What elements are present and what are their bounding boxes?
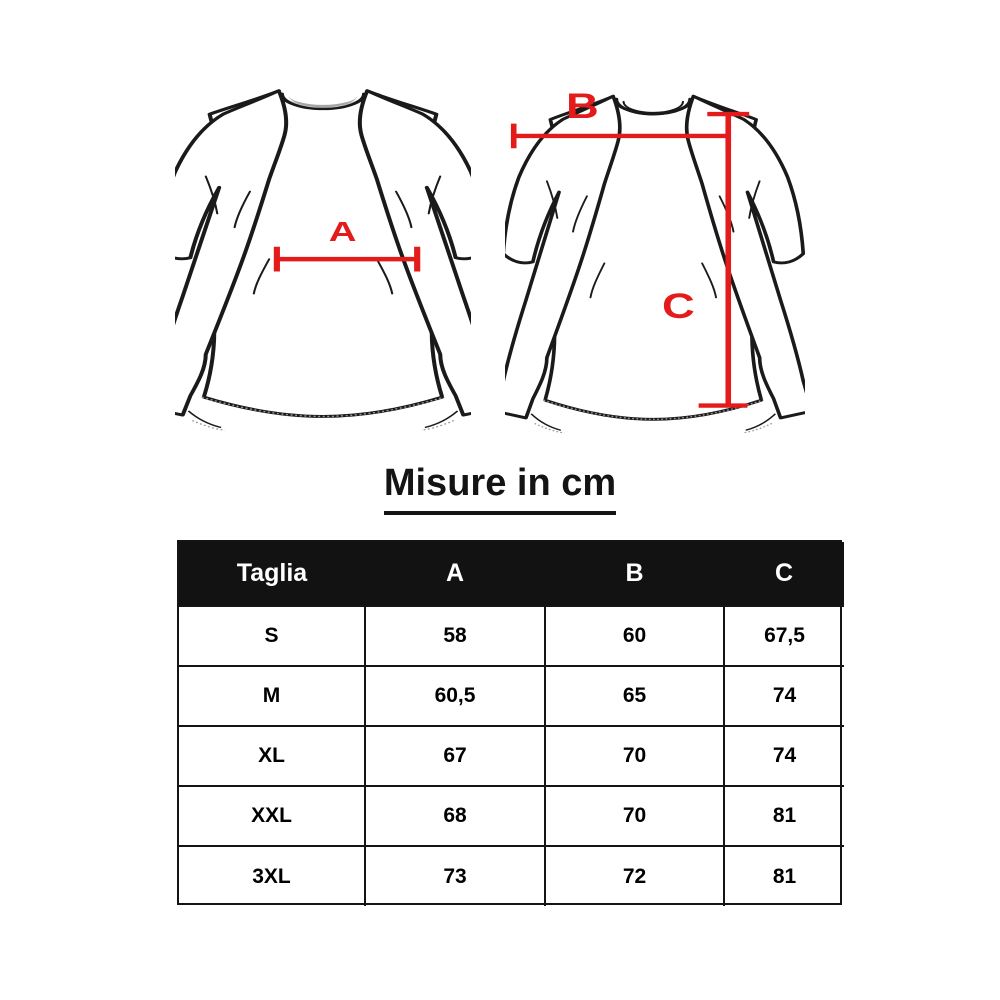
svg-text:A: A [329, 217, 357, 248]
svg-text:C: C [662, 286, 695, 326]
svg-text:B: B [566, 88, 599, 126]
